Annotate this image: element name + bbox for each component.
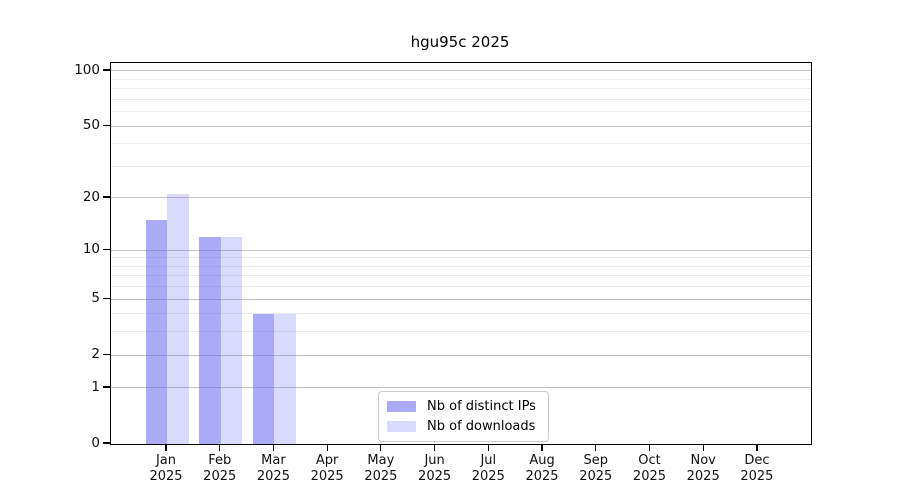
gridline-minor-40 [111, 143, 811, 145]
legend-item-downloads: Nb of downloads [387, 419, 536, 434]
gridline-minor-9 [111, 257, 811, 259]
x-tick-label-mar: Mar 2025 [243, 453, 303, 485]
x-label-year-aug: 2025 [525, 469, 559, 484]
x-tick-feb [219, 444, 221, 452]
legend-swatch-distinct-ips [387, 401, 416, 412]
gridline-minor-3 [111, 331, 811, 333]
bar-nb-of-downloads-mar [274, 313, 296, 444]
x-tick-label-apr: Apr 2025 [297, 453, 357, 485]
gridline-major-100 [111, 70, 811, 72]
x-tick-sep [595, 444, 597, 452]
x-label-month-jan: Jan [155, 453, 177, 468]
bar-nb-of-distinct-ips-jan [145, 219, 167, 444]
y-tick-0 [103, 442, 110, 444]
gridline-minor-7 [111, 275, 811, 277]
x-tick-jan [165, 444, 167, 452]
legend: Nb of distinct IPs Nb of downloads [378, 391, 549, 442]
x-label-month-aug: Aug [529, 453, 555, 468]
x-tick-jun [434, 444, 436, 452]
x-label-year-jun: 2025 [418, 469, 452, 484]
y-tick-label-10: 10 [82, 241, 100, 258]
legend-item-distinct-ips: Nb of distinct IPs [387, 399, 536, 414]
x-label-year-may: 2025 [364, 469, 398, 484]
y-tick-label-0: 0 [91, 435, 100, 451]
gridline-major-5 [111, 298, 811, 300]
gridline-minor-30 [111, 165, 811, 167]
x-label-month-feb: Feb [208, 453, 232, 468]
y-tick-label-2: 2 [91, 346, 100, 363]
y-tick-1 [103, 386, 110, 388]
x-tick-label-jun: Jun 2025 [405, 453, 465, 485]
x-tick-label-dec: Dec 2025 [727, 453, 787, 485]
x-tick-label-jul: Jul 2025 [458, 453, 518, 485]
y-tick-2 [103, 353, 110, 355]
x-tick-oct [648, 444, 651, 452]
x-label-year-dec: 2025 [740, 469, 774, 484]
x-label-year-nov: 2025 [686, 469, 720, 484]
y-tick-20 [103, 196, 110, 198]
gridline-major-50 [111, 125, 811, 127]
y-tick-5 [103, 297, 110, 299]
x-label-year-jan: 2025 [149, 469, 183, 484]
y-tick-50 [103, 124, 110, 126]
x-tick-jul [487, 444, 489, 452]
y-tick-label-20: 20 [82, 188, 100, 205]
x-label-month-may: May [367, 453, 395, 468]
x-tick-dec [756, 444, 758, 452]
x-label-month-jul: Jul [480, 453, 497, 468]
gridline-major-2 [111, 354, 811, 356]
x-label-year-feb: 2025 [203, 469, 237, 484]
legend-label-distinct-ips: Nb of distinct IPs [427, 399, 536, 414]
x-tick-mar [272, 444, 275, 452]
gridline-minor-4 [111, 313, 811, 315]
x-label-year-oct: 2025 [632, 469, 667, 484]
x-tick-label-jan: Jan 2025 [136, 453, 196, 485]
plot-area: Nb of distinct IPs Nb of downloads [110, 62, 812, 445]
x-tick-label-oct: Oct 2025 [619, 453, 679, 485]
x-tick-nov [702, 444, 704, 452]
gridline-major-10 [111, 249, 811, 251]
x-tick-apr [326, 444, 328, 452]
x-tick-aug [541, 444, 543, 452]
x-label-month-dec: Dec [744, 453, 770, 468]
y-tick-label-100: 100 [74, 61, 100, 78]
x-label-month-mar: Mar [261, 453, 286, 468]
gridline-minor-60 [111, 111, 811, 113]
x-tick-label-aug: Aug 2025 [512, 453, 572, 485]
x-tick-label-may: May 2025 [351, 453, 411, 485]
x-label-month-sep: Sep [583, 453, 608, 468]
y-tick-10 [103, 248, 110, 250]
gridline-major-20 [111, 197, 811, 199]
y-tick-label-1: 1 [91, 378, 100, 395]
x-label-month-oct: Oct [638, 453, 661, 468]
bar-nb-of-distinct-ips-feb [199, 236, 221, 444]
gridline-minor-8 [111, 265, 811, 267]
bar-nb-of-downloads-feb [220, 236, 243, 444]
x-tick-label-nov: Nov 2025 [673, 453, 733, 485]
x-label-month-apr: Apr [315, 453, 339, 468]
x-label-year-sep: 2025 [579, 469, 613, 484]
legend-label-downloads: Nb of downloads [427, 419, 536, 434]
y-tick-label-50: 50 [82, 117, 100, 134]
legend-swatch-downloads [387, 421, 416, 432]
x-tick-label-sep: Sep 2025 [566, 453, 626, 485]
bar-nb-of-downloads-jan [167, 194, 189, 444]
x-label-month-jun: Jun [424, 453, 445, 468]
gridline-minor-70 [111, 98, 811, 100]
x-label-year-mar: 2025 [256, 469, 290, 484]
bar-nb-of-distinct-ips-mar [252, 313, 275, 444]
chart-title: hgu95c 2025 [410, 33, 510, 51]
y-tick-label-5: 5 [91, 290, 100, 307]
x-label-year-jul: 2025 [471, 469, 505, 484]
gridline-minor-90 [111, 78, 811, 80]
x-tick-may [380, 444, 382, 452]
gridline-minor-80 [111, 88, 811, 90]
x-tick-label-feb: Feb 2025 [190, 453, 250, 485]
y-tick-100 [103, 69, 110, 71]
x-label-month-nov: Nov [690, 453, 716, 468]
gridline-major-1 [111, 387, 811, 389]
x-label-year-apr: 2025 [310, 469, 344, 484]
gridline-minor-6 [111, 286, 811, 288]
